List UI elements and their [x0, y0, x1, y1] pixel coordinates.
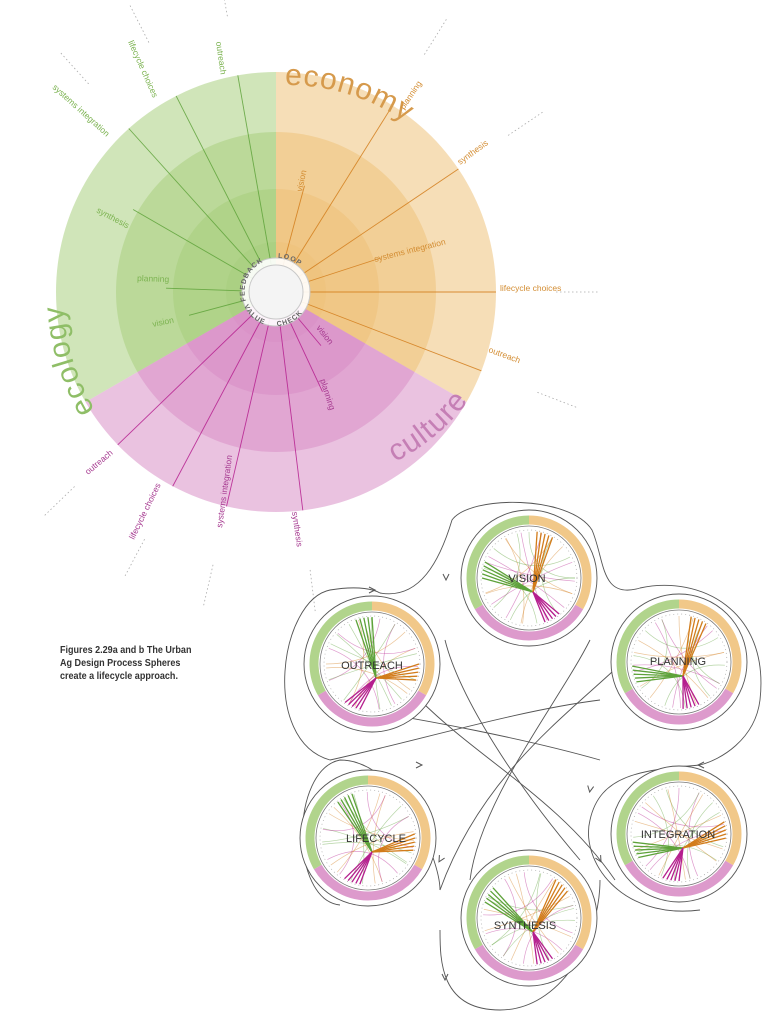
spoke-economy-outreach	[275, 291, 482, 372]
stage-band-economy	[528, 515, 592, 610]
caption-line-1: Figures 2.29a and b The Urban	[60, 644, 192, 656]
loop-path-outer-loop-left-upper	[284, 587, 381, 761]
stage-circle-synthesis: SYNTHESIS	[460, 849, 598, 987]
stage-focus-lines	[344, 616, 420, 710]
spoke-leader-culture-systems-integration	[203, 564, 214, 606]
stage-label-vision: VISION	[508, 573, 545, 585]
stage-band-culture	[624, 688, 734, 725]
stage-band-culture	[474, 604, 584, 641]
figure-caption: Figures 2.29a and b The Urban Ag Design …	[60, 644, 198, 683]
stage-focus-lines	[632, 616, 707, 709]
stage-band-culture	[624, 860, 734, 897]
stage-band-ecology	[616, 771, 680, 866]
caption-line-2: Ag Design Process Spheres	[60, 657, 181, 669]
loop-arrow-9	[438, 855, 445, 863]
spoke-culture-systems-integration	[226, 291, 277, 507]
lifecycle-loop-paths	[284, 501, 762, 1011]
loop-path-cross-2	[439, 671, 613, 891]
spoke-label-economy-lifecycle-choices: lifecycle choices	[500, 283, 561, 293]
loop-arrow-7	[368, 586, 377, 594]
spoke-leader-economy-outreach	[537, 391, 577, 408]
spoke-label-ecology-lifecycle-choices: lifecycle choices	[126, 39, 160, 99]
ring-label-economy-vision: vision	[294, 169, 308, 193]
stage-band-economy	[678, 599, 742, 694]
spoke-label-ecology-systems-integration: systems integration	[51, 82, 112, 139]
spoke-economy-synthesis	[275, 168, 459, 293]
loop-path-cross-5	[444, 639, 581, 861]
spoke-leader-culture-outreach	[44, 486, 75, 516]
spoke-label-economy-synthesis: synthesis	[455, 138, 490, 167]
spoke-culture-outreach	[117, 291, 277, 446]
loop-arrow-4	[587, 785, 595, 794]
stage-chords	[483, 872, 575, 964]
loop-path-cross-3	[329, 699, 601, 761]
stage-band-culture	[313, 864, 423, 901]
spoke-culture-lifecycle-choices	[172, 291, 277, 487]
stage-band-culture	[317, 690, 427, 727]
stage-focus-lines	[632, 821, 727, 882]
stage-focus-lines	[481, 531, 560, 623]
stage-band-culture	[474, 944, 584, 981]
loop-arrow-1	[442, 573, 450, 582]
loop-path-outer-loop-right-lower	[588, 764, 701, 912]
stage-circle-integration: INTEGRATION	[610, 765, 748, 903]
stage-label-lifecycle: LIFECYCLE	[346, 833, 406, 845]
stage-circle-outreach: OUTREACH	[303, 595, 441, 733]
loop-arrow-6	[415, 761, 424, 769]
spoke-leader-economy-planning	[424, 18, 447, 55]
stage-circle-planning: PLANNING	[610, 593, 748, 731]
stage-circle-vision: VISION	[460, 509, 598, 647]
stage-band-ecology	[309, 601, 373, 696]
stage-label-integration: INTEGRATION	[641, 829, 715, 841]
hub-ring	[241, 257, 311, 327]
loop-arrow-8	[595, 855, 602, 863]
caption-line-3: create a lifecycle approach.	[60, 670, 178, 682]
spoke-leader-culture-synthesis	[309, 569, 316, 612]
stage-band-economy	[371, 601, 435, 696]
lifecycle-stage-circles: VISION PLANNING INTEGRATION SYNTHESIS LIFECY…	[299, 509, 748, 987]
stage-band-ecology	[466, 855, 530, 950]
loop-path-outer-loop-right	[639, 584, 762, 766]
loop-arrow-5	[441, 973, 449, 982]
spoke-leader-ecology-outreach	[224, 0, 228, 17]
stage-label-planning: PLANNING	[650, 656, 706, 668]
spoke-ecology-systems-integration	[128, 128, 277, 293]
stage-label-synthesis: SYNTHESIS	[494, 920, 556, 932]
stage-band-ecology	[305, 775, 369, 870]
spoke-leader-ecology-systems-integration	[60, 52, 89, 85]
spoke-culture-synthesis	[275, 291, 304, 511]
stage-band-economy	[528, 855, 592, 950]
ring-label-ecology-planning: planning	[137, 273, 170, 284]
spoke-label-culture-outreach: outreach	[83, 447, 115, 476]
spoke-label-culture-synthesis: synthesis	[290, 511, 305, 547]
spoke-economy-planning	[275, 105, 393, 293]
stage-band-economy	[678, 771, 742, 866]
spoke-ecology-outreach	[237, 75, 277, 293]
stage-band-ecology	[616, 599, 680, 694]
loop-path-outer-loop-top	[379, 501, 641, 595]
spoke-label-ecology-outreach: outreach	[214, 41, 229, 75]
stage-focus-lines	[484, 879, 568, 965]
spoke-ecology-lifecycle-choices	[175, 95, 277, 293]
spoke-label-economy-outreach: outreach	[487, 344, 522, 365]
spoke-leader-ecology-lifecycle-choices	[129, 4, 150, 43]
stage-focus-lines	[337, 793, 416, 885]
stage-circle-lifecycle: LIFECYCLE	[299, 769, 437, 907]
loop-arrow-3	[696, 761, 705, 769]
stage-band-economy	[367, 775, 431, 870]
stage-band-ecology	[466, 515, 530, 610]
spoke-label-culture-lifecycle-choices: lifecycle choices	[127, 481, 163, 541]
stage-label-outreach: OUTREACH	[341, 660, 403, 672]
spoke-leader-economy-synthesis	[507, 111, 544, 136]
spoke-leader-culture-lifecycle-choices	[124, 539, 145, 577]
loop-path-cross-6	[469, 639, 591, 881]
ring-label-ecology-vision: vision	[151, 315, 175, 329]
